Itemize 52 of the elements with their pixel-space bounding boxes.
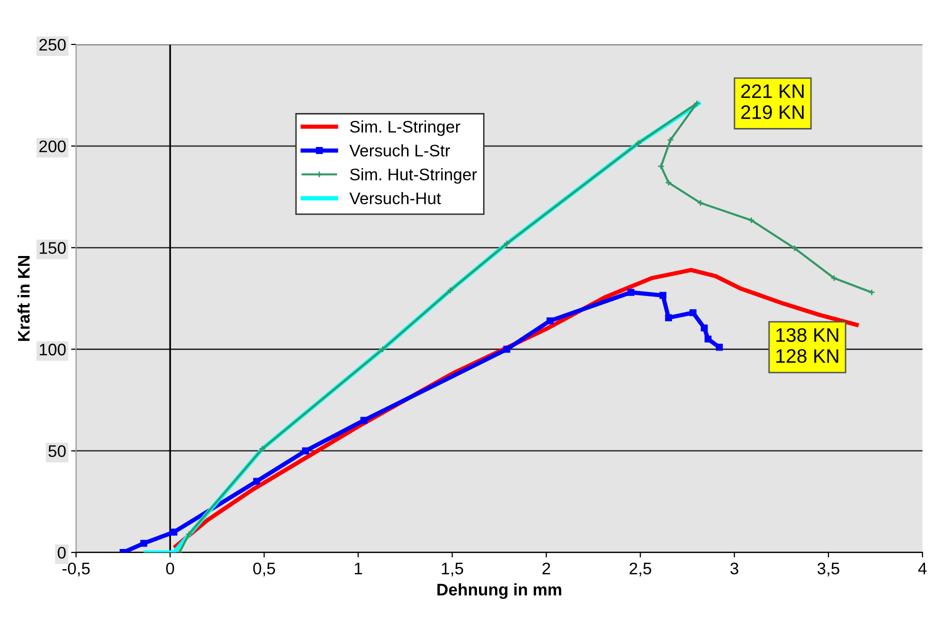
x-tick-label: 4 [918,562,927,574]
point [830,274,838,282]
y-tick-label: 100 [40,344,66,356]
point [748,216,755,224]
y-tick-label: 250 [39,38,66,51]
point [503,346,510,353]
x-tick-label: 0 [166,562,174,574]
x-tick-label: -0,5 [62,562,90,576]
point [634,140,642,146]
x-tick-label: 1,5 [442,562,464,576]
point [716,344,723,351]
point [379,346,386,353]
legend-label: Sim. Hut-Stringer [350,168,477,184]
point [700,324,708,332]
point [446,286,454,294]
x-tick-label: 1 [354,562,362,574]
x-axis-title: Dehnung in mm [437,583,562,599]
y-tick-label: 0 [58,546,66,559]
point [302,447,310,454]
x-tick-label: 3,5 [817,562,840,576]
legend-label: Sim. L-Stringer [350,120,460,136]
annotation: 138 KN 128 KN [776,328,838,363]
y-tick-label: 50 [48,445,66,458]
point [627,288,634,296]
x-tick-label: 3 [730,562,738,574]
point [170,528,178,536]
point [697,199,704,206]
point [693,100,700,107]
y-tick-label: 200 [39,140,66,152]
point [665,179,672,186]
annotation: 221 KN 219 KN [741,84,804,120]
point [253,478,260,485]
legend-label: Versuch-Hut [349,192,441,204]
point [665,314,672,322]
point [258,445,266,452]
x-tick-label: 0,5 [253,562,276,576]
point [503,240,510,248]
point [690,309,696,316]
x-tick-label: 2 [542,562,550,574]
point [658,162,664,170]
legend-label: Versuch L-Str [349,144,450,157]
point [360,416,368,424]
point [185,530,192,538]
point [666,136,674,144]
y-axis-title: Kraft in KN [17,256,30,341]
point [546,317,554,324]
y-tick-label: 150 [40,242,66,254]
point [791,244,798,252]
point [659,292,666,299]
point [140,540,148,547]
x-tick-label: 2,5 [630,562,652,576]
point [704,336,712,343]
